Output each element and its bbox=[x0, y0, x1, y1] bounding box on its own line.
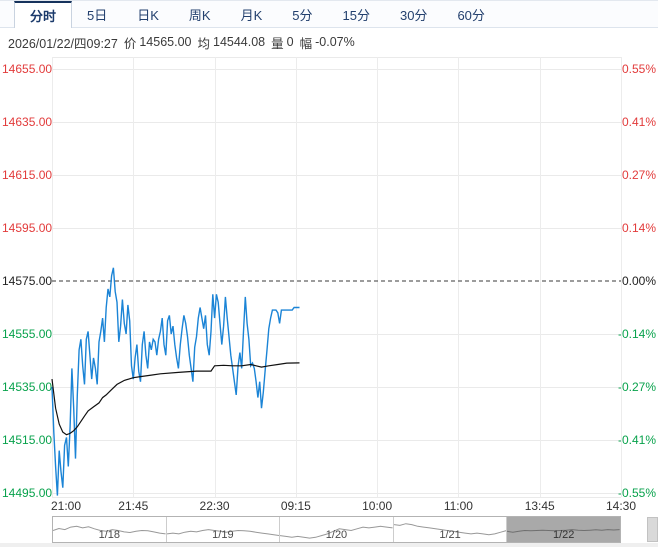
average-value: 14544.08 bbox=[213, 35, 266, 49]
navigator-day-section-1-21[interactable]: 1/21 bbox=[393, 517, 508, 542]
day-sparkline bbox=[507, 529, 620, 533]
day-sparkline bbox=[280, 525, 393, 539]
grid-line-v bbox=[295, 57, 297, 497]
grid-line-v bbox=[52, 57, 53, 497]
grid-line-h bbox=[52, 69, 621, 70]
y-axis-label-left: 14635.00 bbox=[2, 115, 53, 129]
y-axis-label-left: 14535.00 bbox=[2, 380, 53, 394]
range-value: -0.07% bbox=[315, 35, 355, 49]
day-label: 1/22 bbox=[552, 529, 575, 541]
grid-line-h bbox=[52, 122, 621, 123]
y-axis-label-right: 0.41% bbox=[621, 115, 656, 129]
y-axis-label-right: 0.14% bbox=[621, 221, 656, 235]
grid-line-v bbox=[214, 57, 216, 497]
average-polyline bbox=[51, 362, 300, 436]
quote-datetime: 2026/01/22/四09:27 bbox=[8, 36, 118, 51]
grid-line-h bbox=[52, 387, 621, 388]
x-axis-label: 11:00 bbox=[443, 499, 473, 513]
grid-line-h bbox=[52, 334, 621, 335]
day-navigator: 1/18 1/19 1/20 1/21 1/22 bbox=[52, 516, 621, 543]
grid-line-v bbox=[539, 57, 541, 497]
navigator-day-section-1-18[interactable]: 1/18 bbox=[53, 517, 167, 542]
day-sparkline bbox=[53, 525, 166, 535]
navigator-scroll-right[interactable] bbox=[647, 517, 658, 542]
grid-line-h bbox=[52, 228, 621, 229]
y-axis-label-left: 14495.00 bbox=[2, 486, 53, 500]
y-axis-label-right: -0.55% bbox=[617, 486, 656, 500]
average-label: 均 bbox=[197, 36, 210, 51]
plot-border bbox=[52, 497, 621, 498]
y-axis-label-right: -0.27% bbox=[617, 380, 656, 394]
y-axis-label-left: 14575.00 bbox=[2, 274, 53, 288]
x-axis-label: 21:45 bbox=[118, 499, 149, 513]
x-axis-label: 10:00 bbox=[362, 499, 393, 513]
chart-period-tabbar: 分时 5日 日K 周K 月K 5分 15分 30分 60分 bbox=[0, 0, 658, 28]
grid-line-v bbox=[458, 57, 460, 497]
y-axis-label-left: 14555.00 bbox=[2, 327, 53, 341]
grid-line-v bbox=[621, 57, 622, 497]
chart-period-tab-2[interactable]: 日K bbox=[137, 7, 159, 23]
grid-line-v bbox=[377, 57, 379, 497]
chart-period-tab-8[interactable]: 60分 bbox=[457, 7, 485, 23]
day-label: 1/19 bbox=[212, 529, 234, 541]
chart-period-tab-5[interactable]: 5分 bbox=[292, 7, 313, 23]
navigator-day-section-1-19[interactable]: 1/19 bbox=[166, 517, 281, 542]
day-sparkline bbox=[393, 523, 507, 536]
day-label: 1/20 bbox=[325, 529, 348, 541]
plot-border bbox=[52, 57, 621, 58]
chart-period-tab-0[interactable]: 分时 bbox=[14, 1, 73, 28]
price-label: 价 bbox=[123, 36, 137, 51]
y-axis-label-left: 14595.00 bbox=[2, 221, 53, 235]
grid-line-v bbox=[133, 57, 135, 497]
navigator-day-section-1-22[interactable]: 1/22 bbox=[507, 517, 620, 542]
y-axis-label-right: 0.00% bbox=[621, 274, 656, 288]
chart-period-tab-1[interactable]: 5日 bbox=[87, 7, 108, 23]
chart-period-tab-6[interactable]: 15分 bbox=[342, 7, 370, 23]
x-axis-label: 14:30 bbox=[605, 499, 637, 513]
grid-line-h bbox=[52, 493, 621, 494]
y-axis-label-left: 14615.00 bbox=[2, 168, 53, 182]
grid-line-h bbox=[52, 440, 621, 441]
y-axis-label-right: -0.41% bbox=[617, 433, 656, 447]
chart-period-tab-4[interactable]: 月K bbox=[240, 7, 263, 23]
day-label: 1/18 bbox=[98, 529, 120, 541]
x-axis-label: 09:15 bbox=[280, 499, 311, 513]
y-axis-label-left: 14655.00 bbox=[2, 62, 53, 76]
range-label: 幅 bbox=[299, 36, 313, 51]
x-axis-label: 21:00 bbox=[50, 499, 82, 513]
y-axis-label-right: 0.55% bbox=[621, 62, 656, 76]
y-axis-label-right: -0.14% bbox=[617, 327, 656, 341]
day-sparkline bbox=[166, 529, 280, 537]
price-value: 14565.00 bbox=[139, 35, 192, 49]
chart-period-tab-7[interactable]: 30分 bbox=[399, 7, 428, 23]
quote-info-bar: 2026/01/22/四09:27 价 14565.00 均 14544.08 … bbox=[0, 29, 658, 55]
price-polyline bbox=[51, 267, 300, 496]
bottom-scroll-strip bbox=[0, 543, 658, 547]
y-axis-label-right: 0.27% bbox=[621, 168, 656, 182]
navigator-day-section-1-20[interactable]: 1/20 bbox=[280, 517, 394, 542]
x-axis-label: 13:45 bbox=[524, 499, 555, 513]
volume-label: 量 bbox=[271, 36, 284, 51]
day-label: 1/21 bbox=[439, 529, 461, 541]
y-axis-label-left: 14515.00 bbox=[2, 433, 53, 447]
x-axis-label: 22:30 bbox=[199, 499, 230, 513]
volume-value: 0 bbox=[286, 35, 294, 49]
chart-period-tab-3[interactable]: 周K bbox=[188, 7, 211, 23]
grid-line-h bbox=[52, 175, 621, 176]
